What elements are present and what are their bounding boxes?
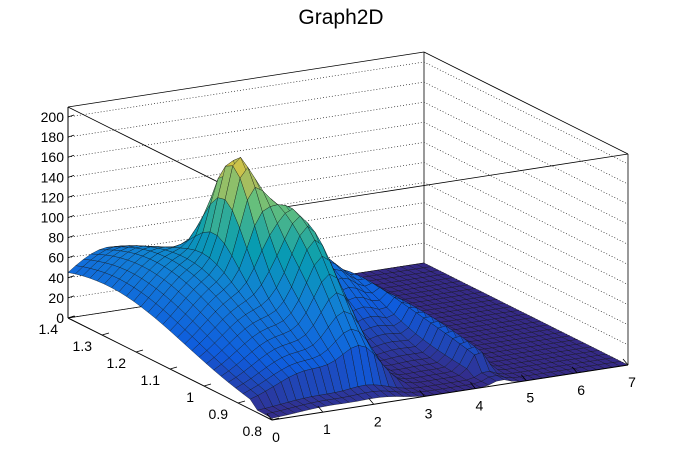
x-tick-label: 5 [526, 390, 534, 406]
z-tick-mark [67, 154, 75, 158]
x-tick-label: 6 [577, 382, 585, 398]
x-tick-label: 3 [425, 405, 433, 421]
z-tick-label: 200 [41, 109, 65, 125]
axis-ticks: 0204060801001201401601802000.80.911.11.2… [39, 107, 636, 445]
y-tick-mark [101, 332, 110, 336]
z-tick-mark [67, 174, 75, 178]
z-gridline [67, 101, 629, 205]
z-tick-mark [67, 114, 75, 118]
z-tick-mark [67, 195, 75, 198]
z-gridline [67, 61, 629, 165]
x-tick-mark [419, 390, 425, 397]
frame-edge [423, 51, 629, 155]
x-tick-label: 2 [374, 413, 382, 429]
z-gridline [67, 121, 629, 225]
z-tick-mark [67, 255, 75, 259]
z-tick-label: 100 [41, 210, 65, 226]
y-tick-label: 1 [186, 389, 194, 405]
z-tick-label: 0 [56, 310, 64, 326]
y-tick-mark [135, 349, 144, 353]
x-axis-line [271, 364, 629, 421]
x-tick-label: 4 [476, 398, 484, 414]
z-tick-label: 140 [41, 169, 65, 185]
y-axis-line [67, 317, 273, 421]
z-tick-mark [67, 134, 75, 138]
x-tick-label: 7 [628, 374, 636, 390]
z-tick-mark [67, 295, 75, 299]
y-tick-label: 1.3 [73, 338, 93, 354]
y-tick-mark [67, 315, 76, 319]
x-tick-label: 0 [272, 429, 280, 445]
z-gridline [67, 162, 629, 265]
x-tick-mark [368, 398, 375, 405]
y-tick-label: 1.4 [39, 321, 59, 337]
z-tick-label: 120 [41, 189, 65, 205]
z-tick-mark [67, 215, 75, 218]
frame-edge [271, 153, 629, 210]
y-tick-label: 1.2 [107, 355, 127, 371]
x-tick-mark [571, 366, 578, 374]
z-gridline [67, 182, 629, 285]
z-gridline [67, 202, 629, 305]
y-tick-label: 1.1 [141, 372, 161, 388]
y-tick-label: 0.9 [209, 406, 229, 422]
y-tick-mark [237, 400, 246, 404]
z-tick-label: 80 [48, 230, 64, 246]
x-tick-label: 1 [323, 421, 331, 437]
chart-title: Graph2D [298, 6, 383, 29]
y-tick-mark [203, 383, 212, 387]
z-tick-mark [67, 275, 75, 279]
frame-edge [67, 51, 425, 108]
y-tick-label: 0.8 [243, 423, 263, 439]
y-tick-mark [169, 366, 178, 370]
z-tick-label: 180 [41, 129, 65, 145]
x-tick-mark [520, 374, 527, 381]
z-gridline [67, 142, 629, 245]
x-tick-mark [317, 405, 324, 413]
surface-plot [67, 157, 629, 419]
z-tick-label: 40 [48, 270, 64, 286]
z-tick-label: 20 [48, 290, 64, 306]
z-tick-label: 60 [48, 250, 64, 266]
x-tick-mark [266, 413, 273, 421]
z-tick-mark [67, 235, 75, 238]
z-tick-label: 160 [41, 149, 65, 165]
x-tick-mark [470, 382, 476, 389]
x-tick-mark [622, 358, 629, 366]
z-gridline [67, 81, 629, 185]
